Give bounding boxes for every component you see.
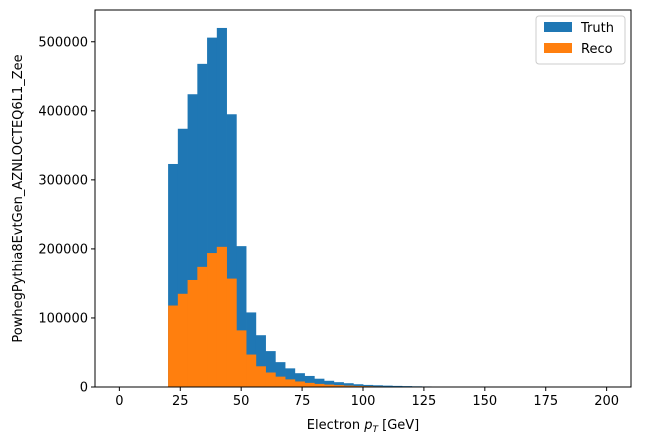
x-axis-label-subscript: T (372, 425, 379, 435)
bar-truth (372, 385, 383, 387)
x-tick-label: 100 (351, 394, 376, 409)
legend-label-truth: Truth (580, 21, 614, 36)
x-tick-label: 50 (233, 394, 250, 409)
x-tick-label: 175 (533, 394, 558, 409)
bar-reco (255, 366, 266, 387)
bar-truth (363, 384, 374, 387)
y-tick-label: 100000 (38, 311, 88, 326)
bar-truth (304, 375, 315, 387)
bar-reco (216, 246, 227, 387)
y-axis-ticks: 0 100000 200000 300000 400000 500000 (38, 35, 95, 396)
x-tick-label: 200 (594, 394, 619, 409)
bar-reco (333, 385, 344, 387)
y-axis-label: PowhegPythia8EvtGen_AZNLOCTEQ6L1_Zee (11, 54, 26, 342)
bar-reco (265, 372, 276, 387)
x-axis-label-prefix: Electron (307, 418, 364, 433)
bar-reco (197, 266, 208, 387)
bar-truth (294, 373, 305, 387)
bar-reco (226, 278, 237, 387)
x-axis-label-suffix: [GeV] (378, 418, 419, 433)
y-tick-label: 300000 (38, 173, 88, 188)
legend-swatch-truth (544, 22, 572, 32)
x-axis-label-variable: p (363, 418, 372, 433)
bar-truth (324, 380, 335, 387)
bar-truth (207, 37, 218, 387)
bar-truth (392, 385, 403, 387)
bar-truth (226, 114, 237, 387)
bar-truth (236, 246, 247, 387)
x-tick-label: 150 (472, 394, 497, 409)
y-tick-label: 500000 (38, 35, 88, 50)
bar-reco (168, 305, 179, 387)
bar-reco (177, 293, 188, 387)
bar-truth (246, 312, 257, 387)
bar-truth (314, 378, 325, 387)
bar-truth (255, 335, 266, 387)
legend: Truth Reco (535, 15, 626, 65)
legend-swatch-reco (544, 43, 572, 53)
bar-reco (246, 354, 257, 387)
bar-truth (333, 382, 344, 387)
bar-truth (265, 351, 276, 387)
bar-reco (353, 385, 364, 387)
bar-truth (187, 94, 198, 387)
bar-truth (177, 128, 188, 387)
bar-reco (207, 253, 218, 387)
bar-truth (168, 163, 179, 387)
bar-reco (285, 379, 296, 387)
x-tick-label: 0 (115, 394, 123, 409)
bar-truth (197, 63, 208, 387)
y-tick-label: 400000 (38, 104, 88, 119)
bar-reco (236, 330, 247, 387)
bar-reco (187, 279, 198, 387)
legend-label-reco: Reco (581, 42, 613, 57)
bar-reco (275, 376, 286, 387)
y-tick-label: 0 (80, 381, 88, 396)
bar-reco (343, 385, 354, 387)
bar-truth (285, 368, 296, 387)
x-axis-label: Electron pT [GeV] (307, 418, 419, 435)
bar-truth (343, 383, 354, 387)
x-tick-label: 75 (294, 394, 311, 409)
x-tick-label: 25 (172, 394, 189, 409)
bar-truth (382, 385, 393, 387)
bar-reco (304, 382, 315, 387)
bar-truth (353, 384, 364, 387)
bar-truth (275, 362, 286, 387)
bar-reco (314, 383, 325, 387)
bar-truth (216, 27, 227, 387)
bar-reco (324, 384, 335, 387)
histogram-bars (168, 27, 559, 387)
y-tick-label: 200000 (38, 242, 88, 257)
x-axis-ticks: 0 25 50 75 100 125 150 175 200 (115, 387, 619, 409)
x-tick-label: 125 (411, 394, 436, 409)
bar-reco (294, 381, 305, 387)
